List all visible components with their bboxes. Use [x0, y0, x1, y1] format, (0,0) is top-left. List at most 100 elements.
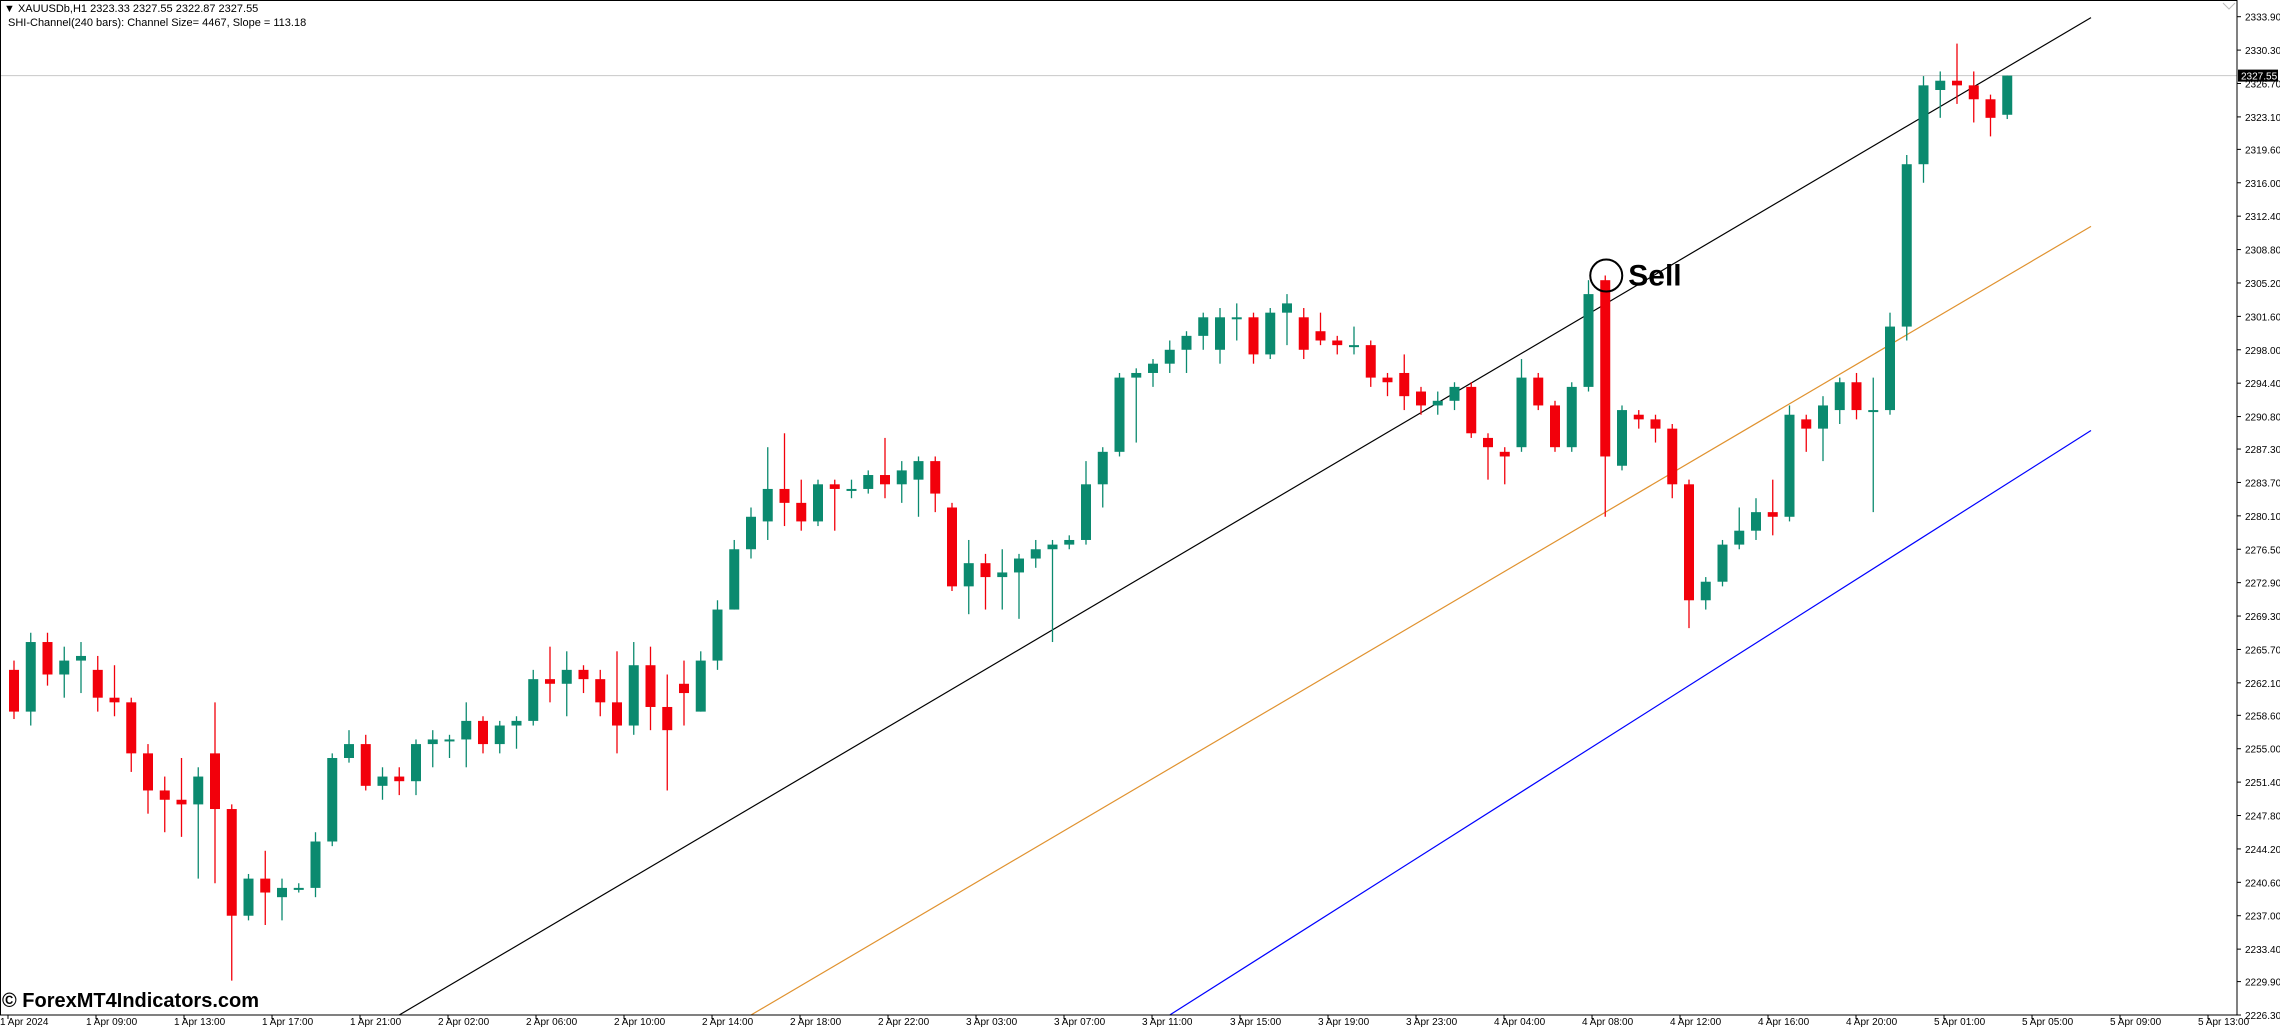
candle	[92, 655, 103, 712]
candle	[796, 479, 807, 531]
y-tick-label: 2301.60	[2245, 312, 2280, 323]
candle-body	[813, 484, 823, 522]
candle-body	[645, 665, 656, 707]
candle	[1968, 71, 1979, 123]
candle	[1416, 386, 1426, 415]
x-tick-label: 5 Apr 01:00	[1934, 1017, 1986, 1027]
candle	[712, 600, 723, 670]
candle	[561, 651, 572, 717]
candle	[1550, 400, 1560, 452]
candle-body	[679, 683, 689, 694]
candle	[344, 730, 354, 763]
y-tick-label: 2244.20	[2245, 845, 2280, 856]
candle	[1148, 359, 1158, 387]
y-tick-label: 2290.80	[2245, 413, 2280, 424]
candle	[645, 646, 656, 731]
candle-body	[1466, 386, 1477, 434]
candle-body	[1047, 544, 1058, 550]
y-tick-label: 2326.70	[2245, 80, 2280, 91]
candle	[1265, 308, 1276, 360]
candle	[243, 873, 254, 921]
candle	[1751, 498, 1761, 540]
candle	[1734, 507, 1745, 550]
candle	[9, 660, 19, 720]
candle	[159, 776, 170, 833]
candle-body	[829, 484, 840, 489]
candle-body	[578, 669, 589, 680]
candle-body	[344, 744, 354, 759]
candle	[863, 470, 874, 494]
candle-body	[193, 776, 204, 805]
candle-body	[159, 790, 170, 800]
y-tick-label: 2237.00	[2245, 912, 2280, 923]
candle	[1516, 359, 1527, 452]
x-tick-label: 2 Apr 02:00	[438, 1017, 490, 1027]
candle-body	[963, 563, 974, 587]
candle	[25, 632, 36, 726]
candle	[1030, 539, 1041, 568]
candle-body	[1734, 530, 1745, 545]
x-tick-label: 3 Apr 19:00	[1318, 1017, 1370, 1027]
candle-body	[1918, 85, 1929, 165]
candle-body	[42, 642, 53, 675]
candle-body	[1382, 377, 1393, 383]
candle-body	[913, 461, 924, 480]
candle	[310, 832, 321, 898]
candle	[545, 646, 555, 703]
y-tick-label: 2298.00	[2245, 346, 2280, 357]
candle-body	[1131, 372, 1142, 378]
candle	[1332, 335, 1343, 355]
candle-body	[226, 809, 237, 916]
indicator-info: SHI-Channel(240 bars): Channel Size= 446…	[8, 17, 307, 29]
candle	[1449, 382, 1460, 411]
candle-body	[1097, 451, 1108, 485]
candle	[1851, 372, 1862, 420]
candle-body	[92, 669, 103, 698]
candle-body	[729, 549, 740, 610]
candle-body	[1834, 382, 1845, 411]
candle-body	[880, 475, 890, 485]
candle-body	[796, 502, 807, 522]
candle-body	[360, 744, 371, 786]
scroll-marker-icon[interactable]	[2222, 2, 2236, 10]
candle-body	[260, 878, 271, 893]
candle	[1466, 382, 1477, 438]
candle-body	[109, 697, 120, 703]
candle	[1566, 382, 1577, 452]
candle	[226, 804, 237, 981]
candle	[1349, 326, 1359, 355]
candle-body	[1432, 400, 1443, 406]
candle	[913, 456, 924, 517]
y-tick-label: 2305.20	[2245, 279, 2280, 290]
y-tick-label: 2330.30	[2245, 46, 2280, 57]
candle-body	[461, 720, 472, 740]
x-tick-label: 1 Apr 21:00	[350, 1017, 402, 1027]
candle-body	[1667, 428, 1678, 485]
candle-body	[779, 488, 790, 503]
y-tick-label: 2226.30	[2245, 1011, 2280, 1022]
candle-body	[1600, 280, 1611, 457]
candle	[1767, 479, 1778, 536]
candle-body	[545, 679, 555, 684]
candle-body	[1081, 484, 1091, 540]
candle	[2002, 75, 2013, 120]
candle-body	[1650, 419, 1661, 429]
candle	[578, 665, 589, 694]
candle-body	[1315, 331, 1326, 341]
candle	[880, 437, 890, 499]
dropdown-triangle-icon[interactable]: ▼	[4, 3, 15, 15]
x-tick-label: 4 Apr 12:00	[1670, 1017, 1722, 1027]
candle	[829, 479, 840, 531]
candle-body	[712, 609, 723, 661]
candle	[126, 697, 137, 772]
candle	[1483, 433, 1493, 480]
candle-body	[1550, 405, 1560, 448]
candle	[1499, 447, 1510, 485]
symbol-line: XAUUSDb,H1 2323.33 2327.55 2322.87 2327.…	[17, 3, 259, 15]
candle-body	[293, 887, 304, 890]
x-tick-label: 2 Apr 10:00	[614, 1017, 666, 1027]
y-tick-label: 2316.00	[2245, 179, 2280, 190]
candle	[1684, 479, 1694, 629]
y-tick-label: 2240.60	[2245, 878, 2280, 889]
